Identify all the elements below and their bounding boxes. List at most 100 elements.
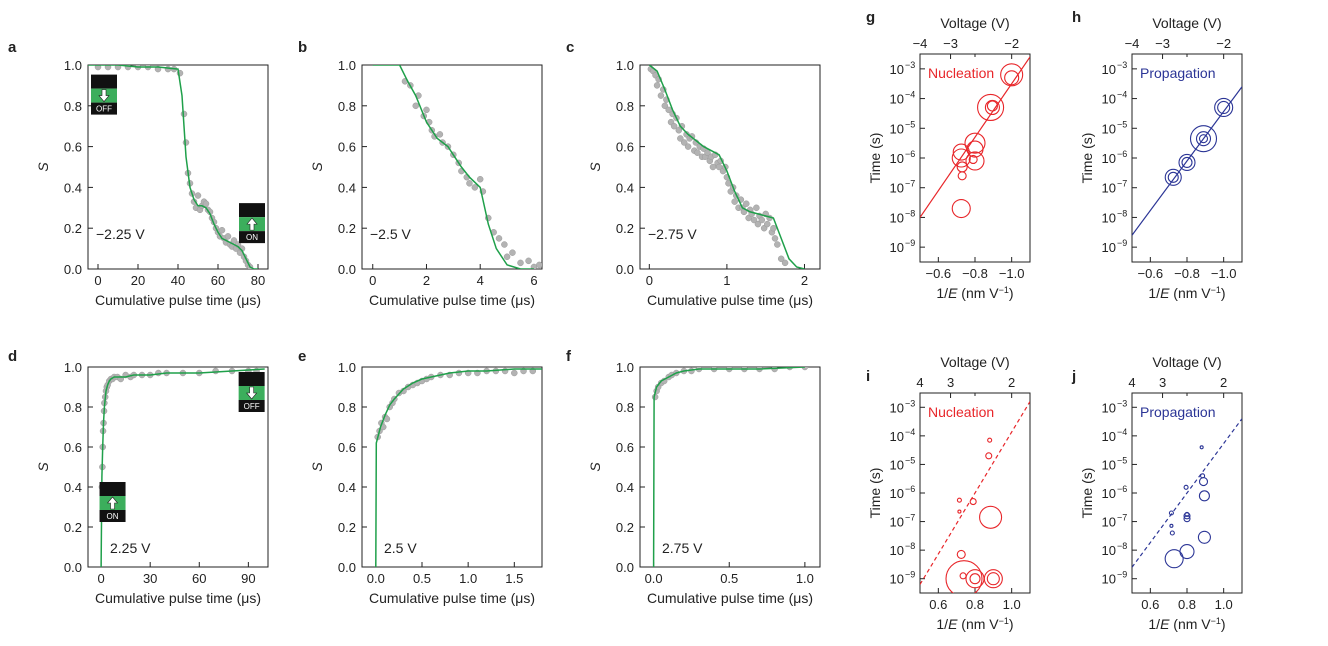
icon-bottom-block: [239, 231, 265, 244]
data-point: [653, 82, 661, 89]
y-tick-label: 10: [1102, 486, 1116, 501]
data-point: [985, 452, 993, 460]
panel-letter: j: [1071, 368, 1076, 385]
data-point: [951, 198, 971, 219]
data-point: [763, 220, 771, 228]
annotation-label: 2.75 V: [662, 540, 703, 556]
top-tick-label: −3: [943, 36, 958, 51]
x-tick-label: −0.8: [1174, 266, 1200, 281]
data-point: [684, 143, 692, 150]
x-axis-label-part: ): [1009, 285, 1014, 301]
icon-top-block: [238, 372, 265, 386]
arrow-up-icon: [246, 217, 258, 231]
fit-curve: [375, 368, 542, 567]
x-axis-label: Cumulative pulse time (μs): [95, 590, 261, 606]
fit-line: [1132, 86, 1242, 236]
y-tick-exponent: −7: [905, 513, 915, 523]
icon-bottom-block: [238, 400, 265, 412]
x-tick-label: 0.5: [413, 571, 431, 586]
x-axis-label-part: 1/: [1148, 285, 1160, 301]
data-point: [770, 224, 777, 232]
y-tick-label: 0.4: [64, 180, 82, 195]
y-tick-exponent: −3: [1117, 60, 1127, 70]
data-point: [965, 569, 985, 589]
on-state-icon: ON: [99, 482, 126, 522]
x-axis-label-part: −1: [1211, 285, 1221, 295]
annotation-label: Propagation: [1140, 404, 1216, 420]
data-point: [956, 549, 966, 559]
data-point: [777, 255, 785, 263]
data-point: [983, 569, 1003, 589]
icon-top-block: [99, 482, 126, 496]
x-tick-label: 1.0: [1215, 597, 1233, 612]
plot-frame: [87, 366, 269, 568]
plot-area: [374, 367, 542, 567]
data-point: [471, 184, 479, 191]
data-point: [194, 192, 202, 199]
y-tick-label: 0.0: [616, 262, 634, 277]
data-point: [104, 65, 112, 71]
y-axis-label: S: [35, 462, 51, 472]
y-tick-label: 0.8: [616, 99, 634, 114]
y-axis-label: Time (s): [1079, 133, 1095, 184]
x-tick-label: 60: [192, 571, 206, 586]
data-point: [511, 369, 518, 377]
y-tick-label: 10: [1102, 400, 1116, 415]
x-tick-label: 6: [530, 273, 537, 288]
y-tick-label: 0.8: [338, 99, 356, 114]
panel-letter: a: [8, 39, 17, 56]
y-tick-label: 10: [1102, 92, 1116, 107]
y-tick-label: 10: [890, 515, 904, 530]
y-tick-label: 0.6: [338, 140, 356, 155]
x-tick-label: 0: [97, 571, 104, 586]
data-point: [501, 241, 508, 248]
y-tick-label: 10: [1102, 543, 1116, 558]
y-tick-exponent: −5: [905, 455, 915, 465]
y-tick-exponent: −4: [1117, 427, 1127, 437]
data-point: [968, 154, 978, 165]
annotation-label: Propagation: [1140, 65, 1216, 81]
y-tick-label: 10: [890, 92, 904, 107]
data-point: [495, 235, 503, 242]
y-tick-exponent: −4: [905, 427, 915, 437]
data-point: [1164, 549, 1184, 569]
annotation-label: −2.75 V: [648, 226, 697, 242]
fit-curve: [100, 368, 265, 567]
x-tick-label: 0.8: [966, 597, 984, 612]
x-axis-label: 1/E (nm V−1): [936, 285, 1013, 301]
data-point: [977, 93, 1005, 122]
data-point: [677, 135, 684, 142]
top-tick-label: −4: [1125, 36, 1140, 51]
data-point: [164, 65, 172, 73]
y-tick-exponent: −9: [1117, 570, 1127, 580]
x-axis-label: Cumulative pulse time (μs): [647, 292, 813, 308]
x-tick-label: 0.6: [1141, 597, 1159, 612]
data-point: [1198, 134, 1209, 144]
icon-label: ON: [246, 233, 258, 242]
data-point: [212, 367, 219, 375]
y-axis-label: Time (s): [867, 133, 883, 184]
data-point: [224, 233, 232, 240]
y-tick-label: 10: [1102, 429, 1116, 444]
data-point: [1164, 168, 1182, 186]
fit-curve: [648, 65, 805, 269]
y-tick-label: 10: [890, 486, 904, 501]
data-point: [1168, 510, 1174, 516]
x-tick-label: 80: [251, 273, 265, 288]
plot-area: [1132, 86, 1242, 236]
data-point: [423, 106, 430, 114]
y-tick-label: 1.0: [616, 58, 634, 73]
y-tick-label: 0.2: [616, 221, 634, 236]
icon-label: OFF: [244, 402, 260, 411]
top-tick-label: −3: [1155, 36, 1170, 51]
y-tick-label: 10: [1102, 181, 1116, 196]
data-point: [754, 220, 762, 228]
y-tick-label: 10: [890, 210, 904, 225]
data-point: [957, 509, 962, 514]
top-tick-label: 2: [1008, 375, 1015, 390]
annotation-label: Nucleation: [928, 404, 994, 420]
panel-h: h−0.6 −0.8 −1.010−910−810−710−610−510 −410−…: [1072, 9, 1243, 301]
data-point: [1169, 530, 1175, 536]
y-tick-label: 10: [890, 400, 904, 415]
fit-line: [920, 401, 1030, 585]
